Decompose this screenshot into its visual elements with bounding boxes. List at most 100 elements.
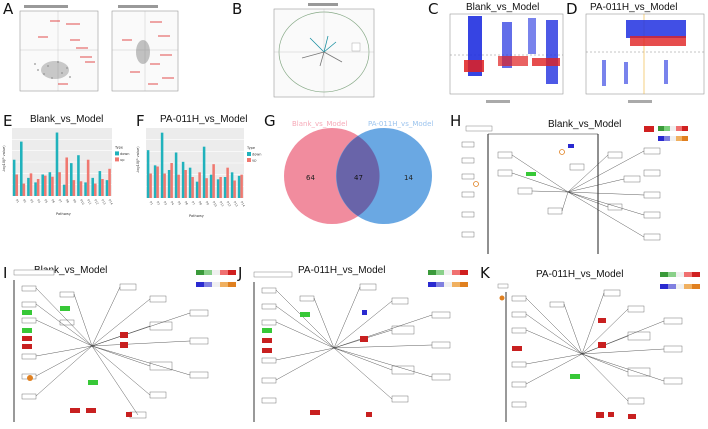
panel-title: PA-011H_vs_Model [590, 2, 678, 13]
panel-f: F PA-011H_vs_Model P1 P2 P3 P4 P5 P6 P7 P8 P9 P10… [136, 112, 261, 226]
bar-up-P8 [65, 157, 68, 196]
bar-up-P7 [58, 172, 61, 196]
x-tick-label: P5 [43, 199, 48, 204]
bar-up-P1 [149, 173, 152, 198]
bar-up-P10 [79, 181, 83, 196]
panel-d: D PA-011H_vs_Model [566, 0, 708, 108]
pls-loading-plot [273, 3, 375, 98]
bar-up-P10 [212, 164, 215, 198]
x-tick-label: P4 [36, 199, 41, 204]
panel-g: G Blank_vs_Model PA-011H_vs_Model 64 47 … [262, 112, 442, 226]
bar-down-P11 [216, 179, 220, 198]
bar-down-P1 [146, 150, 150, 198]
venn-left-label: Blank_vs_Model [292, 120, 347, 128]
bar-down-P5 [41, 174, 44, 196]
bar-up-P12 [94, 183, 97, 196]
color-key [196, 270, 236, 287]
gene-marker [362, 310, 367, 315]
kegg-pathway-map [253, 270, 468, 422]
bar-up-P12 [226, 167, 229, 198]
loading-arrows [301, 35, 343, 67]
x-tick-label: P9 [205, 201, 210, 206]
bar-up-P4 [36, 179, 40, 196]
legend-swatch-down [247, 152, 251, 156]
x-tick-label: P2 [156, 201, 161, 206]
volcano-plot [585, 13, 705, 103]
bar-up-P6 [51, 176, 54, 196]
bar-up-P7 [191, 177, 194, 198]
panel-a: A [0, 0, 180, 100]
legend-label-up: up [252, 159, 257, 163]
bar-up-P6 [184, 170, 187, 198]
bar-up-P5 [44, 175, 47, 196]
color-key [644, 126, 688, 141]
bar-chart: P1 P2 P3 P4 P5 P6 P7 P8 P9 P10 P11 P12 P13 P14 Pathway… [2, 128, 129, 216]
bar-up-P1 [15, 174, 18, 196]
x-tick-label: P3 [29, 199, 34, 204]
venn-right-count: 14 [404, 174, 413, 182]
panel-label: F [136, 112, 145, 130]
bar-up-P11 [86, 159, 90, 196]
bar-up-P2 [22, 183, 26, 196]
scatter-cloud-right [136, 40, 150, 64]
x-tick-label: P14 [108, 199, 114, 206]
panel-label: G [264, 112, 276, 130]
x-tick-label: P6 [50, 199, 55, 204]
bar-down-P3 [160, 132, 164, 198]
highlighted-points-left [38, 20, 95, 85]
bar-up-P13 [233, 180, 236, 198]
bar-down-P9 [70, 163, 73, 196]
y-axis-label: -log10(P value) [136, 146, 140, 173]
x-tick-label: P10 [212, 201, 218, 208]
panel-label: I [3, 264, 8, 282]
bar-down-P13 [98, 171, 102, 196]
panel-title: Blank_vs_Model [30, 114, 104, 125]
downregulated-gene [526, 172, 536, 176]
x-tick-label: P5 [177, 201, 182, 206]
x-tick-label: P2 [22, 199, 27, 204]
x-tick-label: P12 [93, 199, 99, 206]
bar-down-P4 [34, 182, 37, 196]
bar-up-P11 [219, 177, 222, 198]
x-tick-label: P12 [226, 201, 232, 208]
bar-down-P11 [84, 182, 87, 196]
panel-label: H [450, 112, 462, 130]
panel-title: Blank_vs_Model [34, 265, 108, 276]
edges [275, 286, 433, 400]
bar-down-P2 [153, 165, 157, 198]
panel-label: J [238, 264, 243, 282]
volcano-plot [449, 13, 564, 103]
legend-label-down: down [120, 152, 129, 156]
color-key [428, 270, 468, 287]
bar-up-P8 [198, 172, 201, 198]
bar-down-P14 [237, 175, 241, 198]
bar-down-P5 [174, 152, 178, 198]
pathway-nodes [261, 283, 451, 404]
panel-i: I Blank_vs_Model [0, 262, 240, 429]
x-tick-label: P3 [163, 201, 168, 206]
panel-title: PA-011H_vs_Model [298, 265, 386, 276]
bar-up-P5 [177, 174, 180, 198]
bar-down-P3 [27, 177, 30, 196]
bar-up-P9 [72, 180, 76, 196]
x-tick-label: P7 [191, 201, 196, 206]
legend-label-down: down [252, 153, 261, 157]
bar-down-P12 [91, 177, 94, 196]
color-key [660, 272, 700, 289]
down-points [602, 20, 686, 86]
gene-marker [568, 144, 574, 148]
pathway-nodes [461, 141, 661, 241]
bar-up-P4 [170, 163, 173, 198]
downregulated-genes [262, 312, 310, 333]
kegg-pathway-map [13, 269, 236, 422]
x-tick-label: P9 [72, 199, 77, 204]
bar-up-P9 [205, 178, 208, 198]
bar-up-P14 [108, 168, 111, 196]
x-tick-label: P1 [15, 199, 20, 204]
upregulated-genes [22, 332, 132, 417]
panel-label: A [3, 0, 14, 18]
x-tick-label: P13 [233, 201, 239, 208]
panel-h: H Blank_vs_Model [448, 112, 708, 262]
panel-label: B [232, 0, 243, 18]
downregulated-genes [570, 374, 580, 379]
